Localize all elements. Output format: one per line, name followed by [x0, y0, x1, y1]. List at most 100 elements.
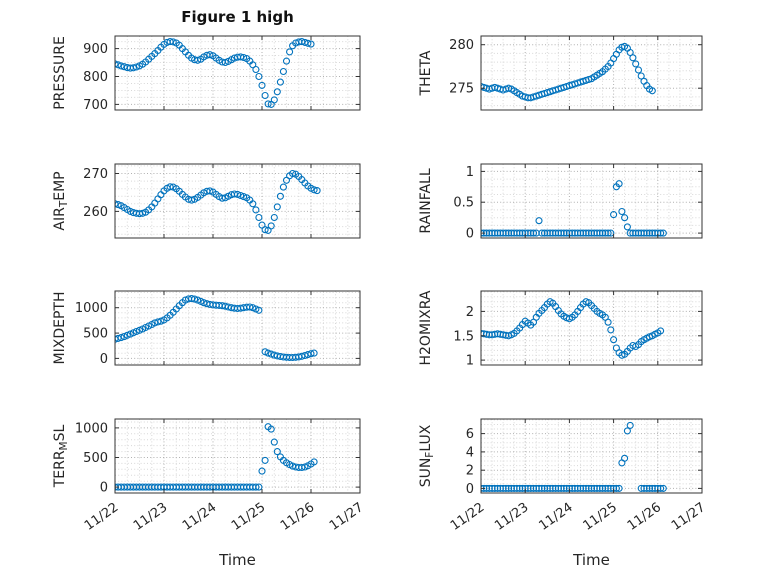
plot-box — [480, 290, 703, 366]
data-point-marker — [267, 222, 275, 230]
y-tick-label: 270 — [83, 167, 108, 182]
y-tick-label: 800 — [83, 70, 108, 85]
data-point-marker — [115, 60, 119, 68]
data-point-marker — [270, 96, 278, 104]
data-point-marker — [264, 100, 272, 108]
data-point-marker — [194, 56, 202, 64]
data-point-marker — [166, 183, 174, 191]
data-point-marker — [237, 191, 245, 200]
y-tick-label: 280 — [449, 38, 474, 53]
grid-major — [481, 164, 702, 238]
data-point-marker — [529, 229, 538, 237]
figure-title: Figure 1 high — [181, 8, 294, 26]
data-point-marker — [270, 438, 278, 446]
data-point-marker — [585, 75, 593, 84]
y-tick-label: 900 — [83, 42, 108, 57]
data-point-marker — [273, 448, 281, 456]
data-point-marker — [273, 203, 281, 211]
data-point-marker — [621, 454, 629, 462]
data-point-marker — [117, 334, 125, 342]
plot-box — [114, 35, 361, 111]
x-axis-label-left: Time — [219, 551, 256, 569]
subplot-mixdepth: 0 500 1000 MIXDEPTH — [52, 290, 361, 367]
y-tick-labels: 00.51 — [453, 165, 474, 242]
grid-minor — [481, 291, 702, 366]
grid-major — [481, 291, 702, 365]
y-tick-labels: 275 280 — [449, 38, 474, 96]
data-point-marker — [233, 190, 242, 198]
y-tick-label: 6 — [466, 427, 474, 442]
data-point-marker — [659, 484, 667, 492]
y-tick-label: 1.5 — [453, 329, 474, 344]
y-axis-label: PRESSURE — [52, 36, 68, 110]
data-point-marker — [255, 72, 263, 81]
data-point-marker — [240, 53, 248, 62]
data-point-marker — [261, 226, 269, 234]
y-tick-label: 0 — [466, 482, 474, 497]
data-point-marker — [610, 336, 618, 344]
grid-major — [481, 419, 702, 493]
plot-box — [480, 418, 703, 494]
data-point-marker — [307, 40, 315, 48]
data-point-marker — [618, 207, 626, 216]
data-point-marker — [252, 483, 260, 491]
y-axis-label: MIXDEPTH — [52, 292, 68, 365]
y-tick-labels: 11.52 — [453, 305, 474, 369]
data-point-marker — [615, 484, 623, 492]
data-point-marker — [276, 192, 284, 200]
data-point-marker — [206, 187, 214, 195]
data-point-marker — [282, 57, 291, 65]
axis-ticks — [480, 291, 703, 365]
data-point-marker — [289, 169, 297, 178]
data-point-marker — [610, 211, 618, 219]
data-point-marker — [607, 326, 615, 334]
axis-ticks — [480, 164, 703, 238]
x-tick-label: 11/26 — [278, 500, 317, 534]
x-tick-label: 11/27 — [669, 500, 708, 534]
data-point-marker — [169, 38, 177, 46]
data-point-marker — [659, 229, 667, 237]
data-point-marker — [279, 67, 287, 76]
subplot-pressure: 700 800 900 PRESSURE — [52, 35, 361, 113]
x-axis-label-right: Time — [573, 551, 610, 569]
data-point-marker — [258, 81, 266, 89]
y-axis-label: TERRMSL — [52, 424, 70, 488]
x-tick-label: 11/24 — [536, 500, 575, 534]
data-point-marker — [307, 350, 315, 358]
data-point-marker — [604, 318, 612, 326]
data-point-marker — [623, 427, 631, 435]
data-point-marker — [301, 351, 309, 360]
data-point-marker — [126, 207, 134, 215]
data-point-marker — [310, 349, 318, 357]
data-point-marker — [310, 458, 318, 466]
data-point-marker — [270, 213, 278, 222]
axis-ticks — [480, 36, 703, 110]
data-point-marker — [221, 58, 229, 67]
subplot-terr-msl: 0 500 1000 11/22 11/23 11/24 11/25 11/26 11/27 TE… — [52, 418, 366, 534]
data-point-marker — [249, 200, 257, 208]
plot-box — [480, 35, 703, 111]
y-axis-label: AIRTEMP — [52, 171, 70, 230]
subplot-air-temp: 260 270 AIRTEMP — [52, 163, 361, 239]
y-tick-label: 0.5 — [453, 196, 474, 211]
data-point-marker — [267, 350, 275, 358]
plot-background — [481, 36, 702, 110]
data-markers — [115, 169, 321, 234]
data-markers — [481, 421, 667, 492]
y-tick-labels: 700 800 900 — [83, 42, 108, 113]
x-tick-label: 11/22 — [82, 500, 121, 534]
plot-box — [114, 163, 361, 239]
plot-background — [115, 36, 360, 110]
y-tick-label: 500 — [83, 327, 108, 342]
data-point-marker — [604, 229, 612, 237]
y-tick-label: 2 — [466, 464, 474, 479]
data-point-marker — [657, 229, 665, 237]
data-point-marker — [637, 72, 645, 80]
plot-box — [114, 290, 361, 366]
y-tick-labels: 260 270 — [83, 167, 108, 220]
x-tick-label: 11/24 — [180, 500, 219, 534]
plot-background — [481, 419, 702, 493]
